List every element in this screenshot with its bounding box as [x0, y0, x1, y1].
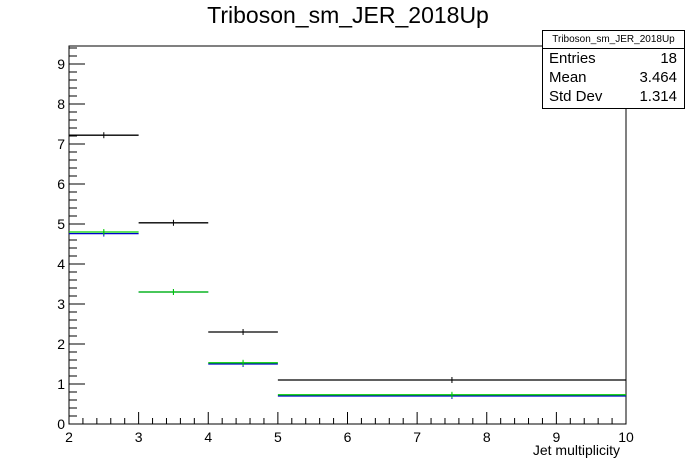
y-tick-label: 8	[57, 96, 65, 112]
y-tick-label: 0	[57, 416, 65, 432]
x-tick-label: 8	[483, 429, 491, 445]
y-tick-label: 9	[57, 56, 65, 72]
chart-title: Triboson_sm_JER_2018Up	[207, 2, 489, 28]
stats-box: Triboson_sm_JER_2018Up Entries 18 Mean 3…	[542, 30, 685, 109]
x-axis-label: Jet multiplicity	[532, 442, 620, 458]
y-tick-label: 1	[57, 376, 65, 392]
y-tick-label: 7	[57, 136, 65, 152]
y-tick-label: 6	[57, 176, 65, 192]
stats-label: Entries	[549, 50, 596, 67]
stats-value: 1.314	[639, 88, 677, 105]
x-tick-label: 10	[618, 429, 634, 445]
stats-row-mean: Mean 3.464	[543, 68, 684, 87]
stats-box-name: Triboson_sm_JER_2018Up	[543, 31, 684, 49]
stats-value: 3.464	[639, 69, 677, 86]
x-tick-label: 5	[274, 429, 282, 445]
x-tick-label: 2	[65, 429, 73, 445]
x-tick-label: 7	[413, 429, 421, 445]
y-tick-label: 5	[57, 216, 65, 232]
y-tick-label: 3	[57, 296, 65, 312]
stats-label: Mean	[549, 69, 587, 86]
stats-row-stddev: Std Dev 1.314	[543, 87, 684, 106]
y-tick-label: 4	[57, 256, 65, 272]
x-tick-label: 3	[135, 429, 143, 445]
x-tick-label: 6	[344, 429, 352, 445]
x-tick-label: 9	[552, 429, 560, 445]
stats-row-entries: Entries 18	[543, 49, 684, 68]
y-tick-label: 2	[57, 336, 65, 352]
stats-value: 18	[660, 50, 677, 67]
stats-label: Std Dev	[549, 88, 603, 105]
x-tick-label: 4	[204, 429, 212, 445]
